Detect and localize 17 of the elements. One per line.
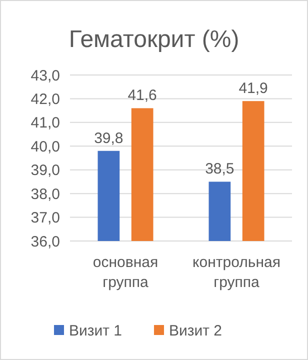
y-tick-label: 38,0 xyxy=(30,186,60,203)
x-tick-label: контрольная группа xyxy=(192,254,280,291)
data-label: 39,8 xyxy=(94,130,124,147)
y-tick-label: 43,0 xyxy=(30,67,60,84)
y-tick-label: 41,0 xyxy=(30,114,60,132)
y-tick-label: 42,0 xyxy=(30,90,60,108)
legend-label: Визит 2 xyxy=(169,322,222,340)
data-label: 41,9 xyxy=(238,80,268,98)
y-tick-label: 37,0 xyxy=(30,210,60,227)
y-tick-label: 40,0 xyxy=(30,138,60,156)
chart-title: Гематокрит (%) xyxy=(68,26,240,53)
y-tick-label: 39,0 xyxy=(30,162,60,180)
legend-label: Визит 1 xyxy=(69,322,122,340)
data-label: 38,5 xyxy=(205,160,234,178)
data-label: 41,6 xyxy=(128,87,157,104)
y-tick-label: 36,0 xyxy=(30,233,60,250)
x-tick-label: основная группа xyxy=(92,254,158,291)
